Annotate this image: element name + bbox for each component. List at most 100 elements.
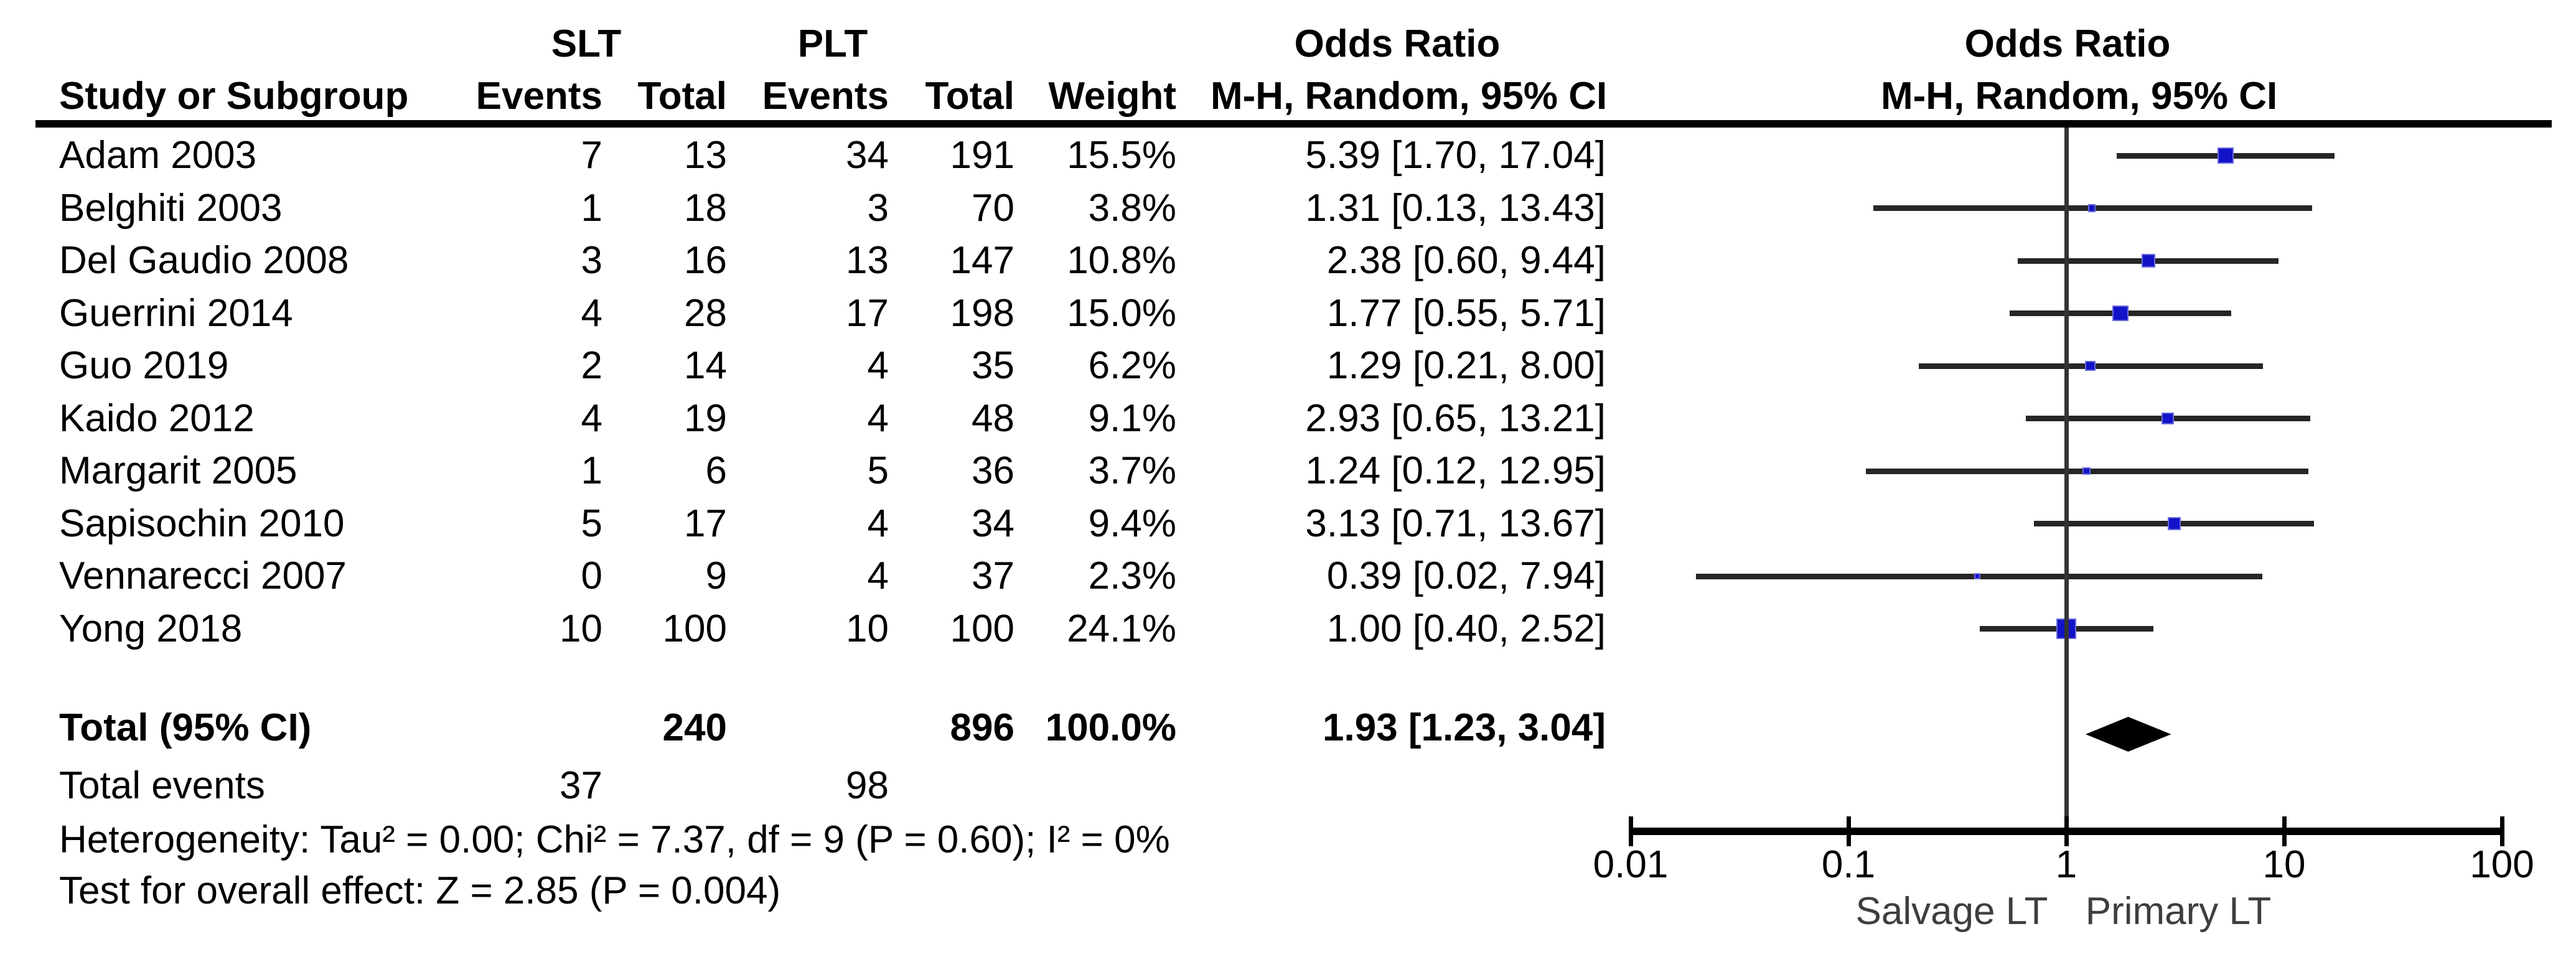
- x-axis-label-left: Salvage LT: [1855, 890, 2048, 933]
- plt-events-column-header: Events: [762, 75, 889, 118]
- study-label: Guo 2019: [59, 344, 229, 387]
- plt-events-value: 3: [867, 187, 889, 230]
- slt-events-value: 1: [581, 187, 602, 230]
- slt-events-value: 2: [581, 344, 602, 387]
- overall-effect-test: Test for overall effect: Z = 2.85 (P = 0…: [59, 869, 781, 912]
- weight-value: 10.8%: [1067, 239, 1176, 282]
- axis-tick-mark: [1628, 816, 1633, 846]
- plt-events-value: 4: [867, 397, 889, 440]
- total-weight: 100.0%: [1045, 706, 1176, 749]
- slt-events-value: 3: [581, 239, 602, 282]
- slt-events-value: 7: [581, 134, 602, 177]
- effect-square: [2085, 360, 2096, 371]
- total-events-plt: 98: [846, 764, 889, 807]
- study-label: Margarit 2005: [59, 449, 297, 492]
- plt-events-value: 34: [846, 134, 889, 177]
- plt-total-value: 48: [972, 397, 1014, 440]
- plt-total-value: 37: [972, 554, 1014, 597]
- axis-tick-label: 10: [2262, 843, 2306, 886]
- group-header-plt: PLT: [797, 22, 868, 65]
- axis-tick-mark: [2499, 816, 2504, 846]
- effect-square: [2087, 204, 2096, 212]
- effect-square: [2141, 254, 2155, 268]
- or-table-header-line1: Odds Ratio: [1294, 22, 1501, 65]
- slt-events-value: 4: [581, 292, 602, 335]
- total-slt-total: 240: [662, 706, 727, 749]
- axis-tick-label: 100: [2470, 843, 2534, 886]
- study-label: Belghiti 2003: [59, 187, 283, 230]
- slt-total-value: 9: [705, 554, 727, 597]
- plt-events-value: 5: [867, 449, 889, 492]
- plt-events-value: 17: [846, 292, 889, 335]
- weight-value: 6.2%: [1088, 344, 1176, 387]
- total-events-slt: 37: [560, 764, 602, 807]
- slt-total-value: 6: [705, 449, 727, 492]
- slt-events-value: 1: [581, 449, 602, 492]
- slt-total-value: 16: [684, 239, 727, 282]
- effect-square: [2082, 467, 2091, 475]
- study-column-header: Study or Subgroup: [59, 75, 409, 118]
- slt-total-value: 28: [684, 292, 727, 335]
- total-events-label: Total events: [59, 764, 265, 807]
- slt-total-column-header: Total: [637, 75, 728, 118]
- or-ci-text: 1.77 [0.55, 5.71]: [1326, 292, 1606, 335]
- effect-square: [2161, 412, 2175, 425]
- header-divider-rule: [35, 120, 2552, 128]
- plt-total-value: 36: [972, 449, 1014, 492]
- or-ci-text: 5.39 [1.70, 17.04]: [1305, 134, 1606, 177]
- weight-column-header: Weight: [1048, 75, 1177, 118]
- plt-total-value: 191: [950, 134, 1014, 177]
- total-or-ci-text: 1.93 [1.23, 3.04]: [1323, 706, 1606, 749]
- axis-tick-mark: [2064, 816, 2069, 846]
- weight-value: 9.4%: [1088, 502, 1176, 545]
- or-ci-text: 0.39 [0.02, 7.94]: [1326, 554, 1606, 597]
- weight-value: 15.5%: [1067, 134, 1176, 177]
- or-table-header-line2: M-H, Random, 95% CI: [1211, 75, 1608, 118]
- study-label: Yong 2018: [59, 607, 243, 650]
- weight-value: 9.1%: [1088, 397, 1176, 440]
- or-plot-header-line1: Odds Ratio: [1964, 22, 2171, 65]
- summary-diamond: [2086, 717, 2171, 752]
- slt-events-value: 4: [581, 397, 602, 440]
- slt-events-value: 5: [581, 502, 602, 545]
- slt-total-value: 100: [662, 607, 727, 650]
- slt-events-value: 0: [581, 554, 602, 597]
- or-ci-text: 1.00 [0.40, 2.52]: [1326, 607, 1606, 650]
- plt-total-value: 100: [950, 607, 1014, 650]
- axis-tick-label: 0.1: [1821, 843, 1876, 886]
- heterogeneity-stats: Heterogeneity: Tau² = 0.00; Chi² = 7.37,…: [59, 818, 1170, 861]
- slt-events-value: 10: [560, 607, 602, 650]
- plt-total-value: 35: [972, 344, 1014, 387]
- slt-total-value: 14: [684, 344, 727, 387]
- or-ci-text: 3.13 [0.71, 13.67]: [1305, 502, 1606, 545]
- effect-square: [2112, 305, 2129, 322]
- plt-total-column-header: Total: [925, 75, 1015, 118]
- study-label: Sapisochin 2010: [59, 502, 345, 545]
- or-ci-text: 1.31 [0.13, 13.43]: [1305, 187, 1606, 230]
- plt-total-value: 70: [972, 187, 1014, 230]
- total-row-label: Total (95% CI): [59, 706, 312, 749]
- weight-value: 24.1%: [1067, 607, 1176, 650]
- plt-events-value: 4: [867, 554, 889, 597]
- effect-square: [2168, 517, 2181, 530]
- slt-total-value: 19: [684, 397, 727, 440]
- study-label: Guerrini 2014: [59, 292, 293, 335]
- slt-events-column-header: Events: [475, 75, 602, 118]
- or-ci-text: 2.93 [0.65, 13.21]: [1305, 397, 1606, 440]
- or-ci-text: 2.38 [0.60, 9.44]: [1326, 239, 1606, 282]
- axis-tick-label: 1: [2055, 843, 2077, 886]
- plt-events-value: 10: [846, 607, 889, 650]
- group-header-slt: SLT: [551, 22, 622, 65]
- weight-value: 3.7%: [1088, 449, 1176, 492]
- study-label: Adam 2003: [59, 134, 257, 177]
- or-plot-header-line2: M-H, Random, 95% CI: [1881, 75, 2278, 118]
- effect-square: [2218, 147, 2234, 164]
- weight-value: 15.0%: [1067, 292, 1176, 335]
- study-label: Kaido 2012: [59, 397, 255, 440]
- study-label: Vennarecci 2007: [59, 554, 347, 597]
- plt-total-value: 34: [972, 502, 1014, 545]
- plt-events-value: 4: [867, 344, 889, 387]
- slt-total-value: 18: [684, 187, 727, 230]
- or-ci-text: 1.29 [0.21, 8.00]: [1326, 344, 1606, 387]
- study-label: Del Gaudio 2008: [59, 239, 349, 282]
